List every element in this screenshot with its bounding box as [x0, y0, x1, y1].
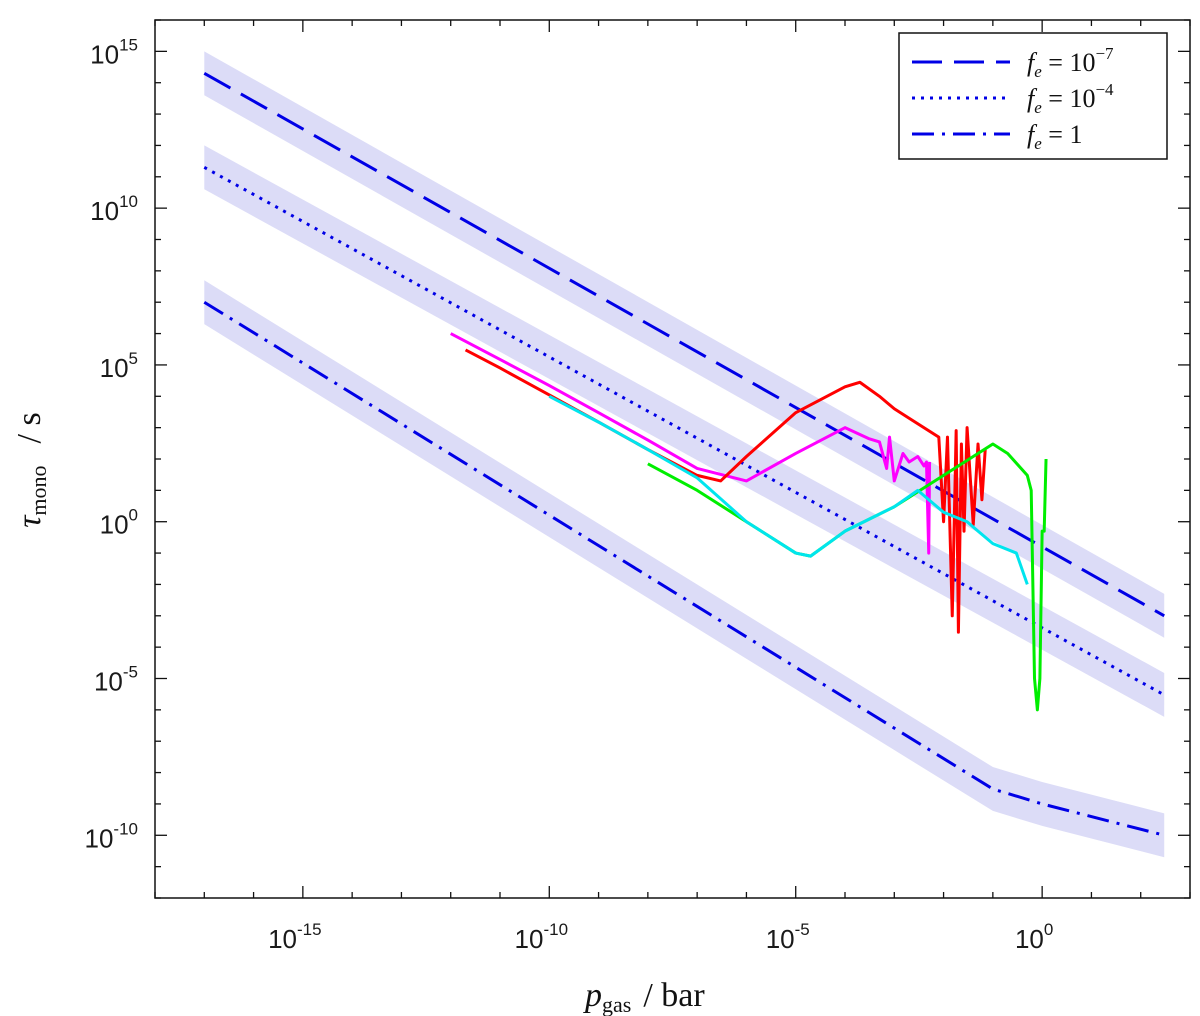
- series-line-3: [548, 394, 1029, 585]
- y-axis-label-sub: mono: [26, 465, 51, 515]
- reference-lines: [203, 71, 1165, 837]
- y-axis-label: τmono / s: [11, 412, 51, 527]
- band-fe-1e-4: [204, 145, 1165, 717]
- series-line-0: [450, 332, 932, 555]
- legend-entry-fe-1e-7: fe = 10−7: [1027, 44, 1114, 81]
- y-tick-label: 105: [100, 349, 138, 383]
- legend-entry-fe-1e-4: fe = 10−4: [1027, 80, 1114, 117]
- legend-box: [898, 32, 1168, 160]
- y-tick-label: 10-10: [85, 819, 139, 853]
- x-tick-label: 10-15: [268, 920, 322, 954]
- band-fe-1: [204, 280, 1165, 858]
- y-tick-label: 100: [100, 506, 138, 540]
- x-tick-label: 10-5: [766, 920, 810, 954]
- uncertainty-bands: [204, 51, 1165, 858]
- reference-line-fe-1e-4: [203, 166, 1165, 697]
- x-tick-label: 100: [1015, 920, 1053, 954]
- x-axis-label-sub: gas: [602, 992, 631, 1016]
- x-axis-label-base: p: [583, 977, 602, 1014]
- x-axis-label: pgas / bar: [583, 977, 705, 1016]
- reference-line-fe-1: [203, 300, 1165, 837]
- y-axis-ticks: 10-10 10-5 100 105 1010 1015: [85, 19, 1190, 899]
- legend: fe = 10−7 fe = 10−4 fe = 1: [898, 32, 1168, 160]
- reference-line-fe-1e-7: [203, 71, 1165, 618]
- y-tick-label: 10-5: [94, 663, 138, 697]
- y-tick-label: 1015: [90, 35, 138, 69]
- data-series: [450, 332, 1048, 712]
- y-axis-label-unit: / s: [11, 412, 48, 443]
- x-axis-label-unit: / bar: [643, 977, 705, 1014]
- x-axis-ticks: 10-15 10-10 10-5 100: [154, 20, 1191, 954]
- x-tick-label: 10-10: [515, 920, 569, 954]
- y-tick-label: 1010: [90, 192, 138, 226]
- y-axis-label-base: τ: [11, 514, 48, 528]
- legend-entry-fe-1: fe = 1: [1027, 120, 1082, 153]
